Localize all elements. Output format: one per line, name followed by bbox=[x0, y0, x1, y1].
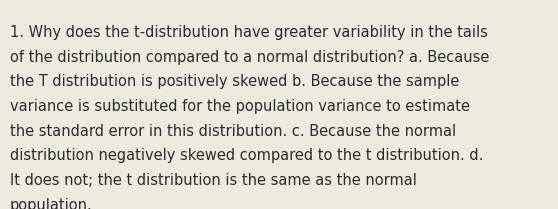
Text: It does not; the t distribution is the same as the normal: It does not; the t distribution is the s… bbox=[10, 173, 417, 188]
Text: the standard error in this distribution. c. Because the normal: the standard error in this distribution.… bbox=[10, 124, 456, 139]
Text: of the distribution compared to a normal distribution? a. Because: of the distribution compared to a normal… bbox=[10, 50, 489, 65]
Text: the T distribution is positively skewed b. Because the sample: the T distribution is positively skewed … bbox=[10, 74, 459, 89]
Text: distribution negatively skewed compared to the t distribution. d.: distribution negatively skewed compared … bbox=[10, 148, 483, 163]
Text: 1. Why does the t-distribution have greater variability in the tails: 1. Why does the t-distribution have grea… bbox=[10, 25, 488, 40]
Text: variance is substituted for the population variance to estimate: variance is substituted for the populati… bbox=[10, 99, 470, 114]
Text: population.: population. bbox=[10, 198, 93, 209]
